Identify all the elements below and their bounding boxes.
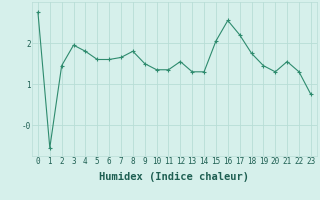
X-axis label: Humidex (Indice chaleur): Humidex (Indice chaleur) xyxy=(100,172,249,182)
